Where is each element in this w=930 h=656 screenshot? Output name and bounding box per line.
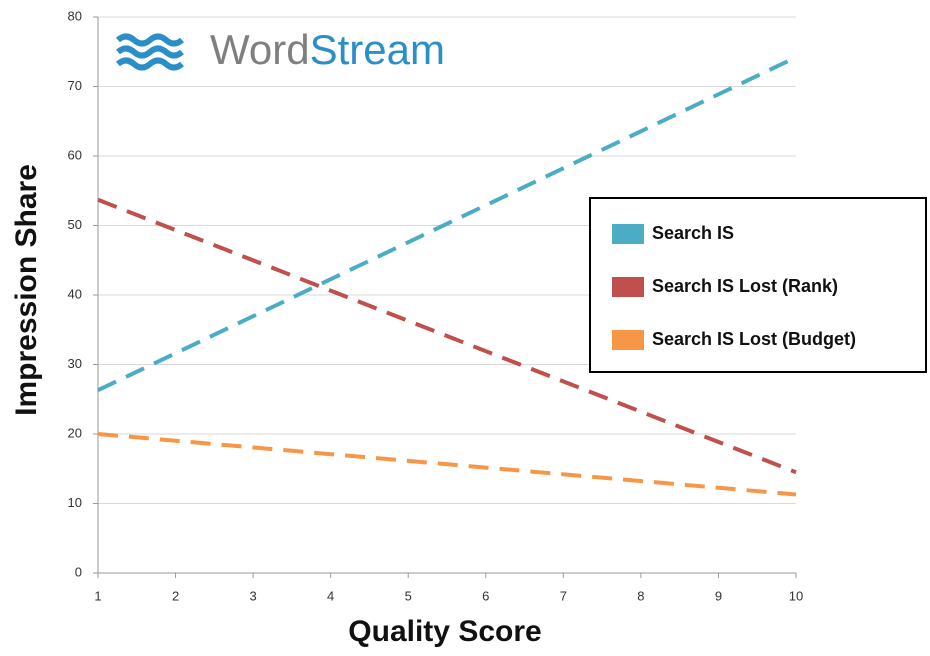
- x-tick-label: 8: [637, 588, 644, 603]
- series-line: [97, 197, 797, 475]
- y-axis-title: Impression Share: [10, 164, 43, 416]
- x-tick-label: 4: [327, 588, 334, 603]
- logo: WordStream: [116, 26, 445, 73]
- y-tick-label: 40: [68, 286, 82, 301]
- x-tick-label: 9: [715, 588, 722, 603]
- y-tick-label: 50: [68, 217, 82, 232]
- logo-stream: Stream: [310, 26, 445, 73]
- x-tick-label: 2: [172, 588, 179, 603]
- y-tick-label: 10: [68, 495, 82, 510]
- y-tick-label: 0: [75, 564, 82, 579]
- logo-icon: [116, 33, 184, 71]
- y-tick-label: 60: [68, 147, 82, 162]
- logo-text: WordStream: [210, 26, 445, 73]
- legend-label: Search IS Lost (Rank): [652, 276, 838, 296]
- legend-box: [589, 197, 927, 373]
- x-tick-label: 7: [560, 588, 567, 603]
- legend-swatch: [612, 277, 644, 297]
- legend-swatch: [612, 330, 644, 350]
- x-tick-label: 1: [94, 588, 101, 603]
- x-tick-label: 10: [789, 588, 803, 603]
- logo-word: Word: [210, 26, 310, 73]
- y-tick-label: 80: [68, 8, 82, 23]
- legend-label: Search IS: [652, 223, 734, 243]
- x-tick-label: 6: [482, 588, 489, 603]
- legend-label: Search IS Lost (Budget): [652, 329, 856, 349]
- y-tick-label: 70: [68, 78, 82, 93]
- y-tick-label: 30: [68, 356, 82, 371]
- x-tick-label: 5: [405, 588, 412, 603]
- x-axis-title: Quality Score: [348, 615, 541, 648]
- series-line: [97, 432, 797, 497]
- legend-swatch: [612, 224, 644, 244]
- y-tick-label: 20: [68, 425, 82, 440]
- x-tick-label: 3: [249, 588, 256, 603]
- series-line: [97, 55, 797, 393]
